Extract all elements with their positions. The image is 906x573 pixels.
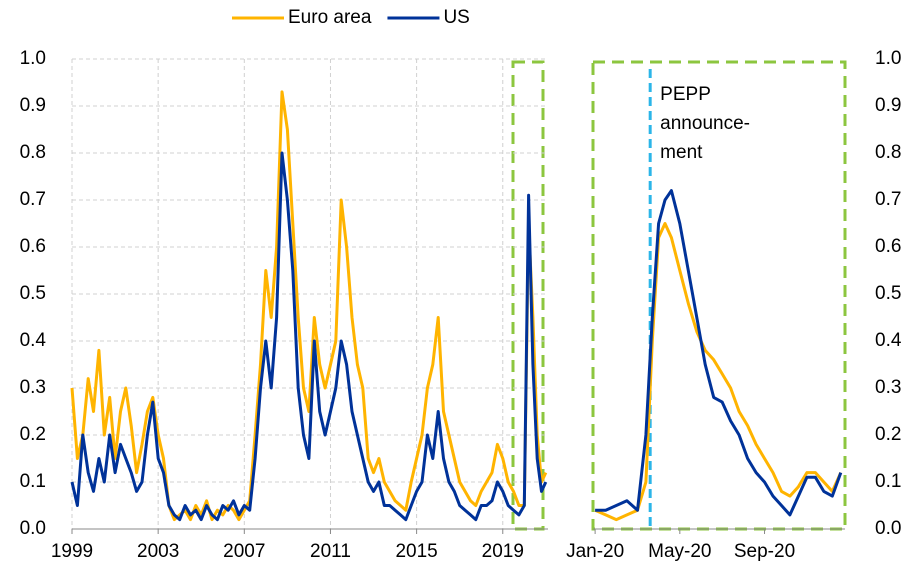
y-tick-label: 1.0 [20, 48, 46, 69]
annotation-text: PEPP [660, 84, 711, 105]
y-tick-label: 0.6 [875, 236, 901, 257]
x-tick-label: 2011 [310, 541, 351, 562]
y-tick-label: 0.3 [875, 377, 901, 398]
highlight-box [511, 60, 545, 531]
data-line [70, 151, 548, 522]
y-tick-label: 0.2 [875, 424, 901, 445]
data-line [594, 222, 843, 522]
y-tick-label: 0.5 [20, 283, 46, 304]
annotation-text: announce- [660, 113, 750, 134]
x-tick-label: 2019 [482, 541, 524, 562]
annotation-text: ment [660, 142, 703, 163]
y-tick-label: 1.0 [875, 48, 901, 69]
y-tick-label: 0.4 [875, 330, 902, 351]
y-tick-label: 0.5 [875, 283, 901, 304]
y-tick-label: 0.6 [20, 236, 46, 257]
y-tick-label: 0.1 [20, 471, 46, 492]
x-tick-label: May-20 [648, 541, 711, 562]
x-tick-label: 2007 [223, 541, 265, 562]
y-tick-label: 0.9 [875, 95, 901, 116]
y-tick-label: 0.1 [875, 471, 901, 492]
y-tick-label: 0.7 [20, 189, 46, 210]
data-line [595, 189, 843, 517]
x-tick-label: 2003 [137, 541, 179, 562]
y-tick-label: 0.2 [20, 424, 46, 445]
x-tick-label: Jan-20 [566, 541, 624, 562]
y-tick-label: 0.3 [20, 377, 46, 398]
y-tick-label: 0.0 [875, 518, 901, 539]
y-tick-label: 0.9 [20, 95, 46, 116]
legend-label: US [443, 7, 469, 28]
x-tick-label: 1999 [51, 541, 93, 562]
x-tick-label: Sep-20 [734, 541, 795, 562]
legend-label: Euro area [288, 7, 372, 28]
y-tick-label: 0.0 [20, 518, 46, 539]
y-tick-label: 0.8 [20, 142, 46, 163]
data-line [70, 90, 548, 522]
x-tick-label: 2015 [395, 541, 437, 562]
y-tick-label: 0.4 [20, 330, 47, 351]
y-tick-label: 0.7 [875, 189, 901, 210]
y-tick-label: 0.8 [875, 142, 901, 163]
